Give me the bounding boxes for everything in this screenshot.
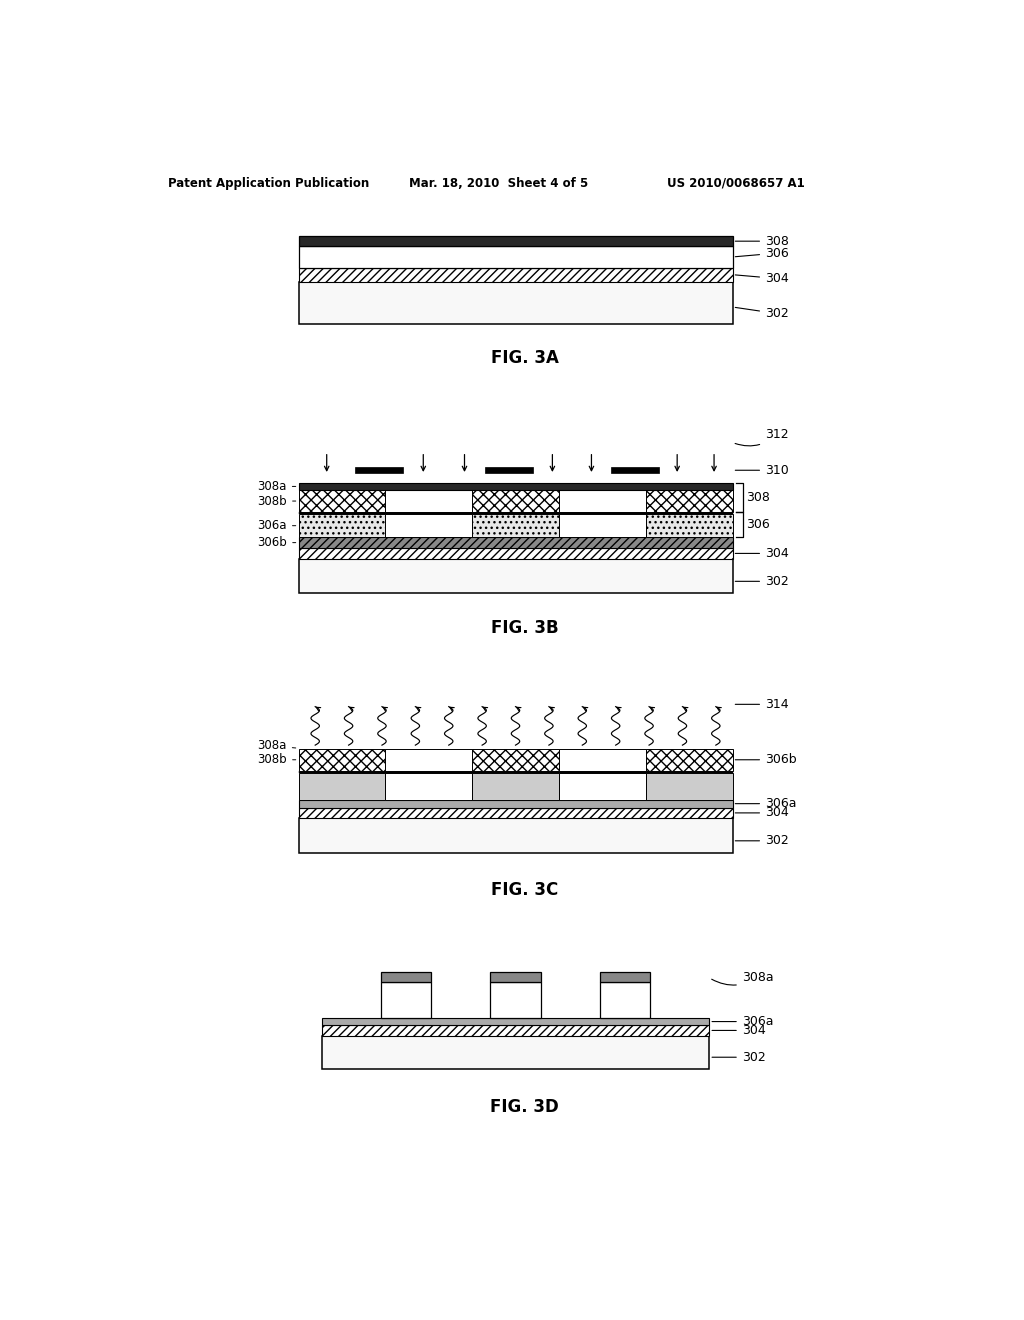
Bar: [299, 800, 732, 808]
Text: 304: 304: [735, 807, 788, 820]
Bar: [646, 490, 732, 512]
Text: 312: 312: [735, 428, 788, 446]
Bar: [472, 490, 559, 512]
Bar: [299, 512, 732, 515]
Text: 302: 302: [735, 834, 788, 847]
Bar: [299, 537, 732, 548]
Text: US 2010/0068657 A1: US 2010/0068657 A1: [667, 177, 805, 190]
Bar: [355, 467, 402, 474]
Text: 306a: 306a: [257, 519, 296, 532]
Text: 306a: 306a: [735, 797, 797, 810]
Text: 304: 304: [735, 546, 788, 560]
Bar: [299, 490, 385, 512]
Text: FIG. 3B: FIG. 3B: [490, 619, 559, 636]
Text: 306: 306: [735, 247, 788, 260]
Text: 308a: 308a: [257, 739, 296, 752]
Bar: [559, 513, 646, 537]
Text: Mar. 18, 2010  Sheet 4 of 5: Mar. 18, 2010 Sheet 4 of 5: [409, 177, 588, 190]
Text: 302: 302: [735, 308, 788, 319]
Bar: [322, 1024, 710, 1036]
Bar: [485, 467, 532, 474]
Bar: [385, 490, 472, 512]
Bar: [385, 774, 472, 800]
Text: 306: 306: [746, 517, 770, 531]
Bar: [299, 483, 732, 490]
Bar: [385, 513, 472, 537]
Bar: [490, 982, 541, 1019]
Text: 304: 304: [735, 272, 788, 285]
Bar: [559, 774, 646, 800]
Text: 308b: 308b: [257, 754, 296, 767]
Bar: [322, 1036, 710, 1069]
Text: 308b: 308b: [257, 495, 296, 508]
Bar: [299, 236, 732, 246]
Bar: [381, 973, 431, 982]
Text: 304: 304: [712, 1024, 766, 1038]
Bar: [600, 973, 650, 982]
Text: 310: 310: [735, 463, 788, 477]
Bar: [299, 281, 732, 323]
Bar: [472, 774, 559, 800]
Bar: [472, 513, 559, 537]
Bar: [299, 513, 385, 537]
Text: 306b: 306b: [735, 754, 797, 767]
Bar: [322, 1019, 710, 1024]
Bar: [559, 490, 646, 512]
Bar: [299, 818, 732, 853]
Text: 306a: 306a: [712, 1015, 773, 1028]
Bar: [299, 748, 385, 771]
Text: 314: 314: [735, 698, 788, 711]
Bar: [559, 748, 646, 771]
Bar: [299, 808, 732, 818]
Bar: [611, 467, 658, 474]
Bar: [600, 982, 650, 1019]
Text: 306b: 306b: [257, 536, 296, 549]
Text: 308: 308: [735, 235, 788, 248]
Bar: [299, 771, 732, 774]
Text: 308a: 308a: [257, 480, 296, 492]
Text: 308: 308: [746, 491, 770, 504]
Bar: [299, 246, 732, 268]
Bar: [472, 748, 559, 771]
Bar: [299, 774, 385, 800]
Text: FIG. 3C: FIG. 3C: [492, 880, 558, 899]
Bar: [646, 774, 732, 800]
Bar: [299, 558, 732, 594]
Bar: [299, 548, 732, 558]
Bar: [490, 973, 541, 982]
Text: Patent Application Publication: Patent Application Publication: [168, 177, 370, 190]
Bar: [646, 748, 732, 771]
Bar: [385, 748, 472, 771]
Text: 302: 302: [712, 1051, 766, 1064]
Bar: [646, 513, 732, 537]
Bar: [299, 268, 732, 281]
Text: 308a: 308a: [712, 972, 773, 985]
Text: FIG. 3A: FIG. 3A: [490, 350, 559, 367]
Text: 302: 302: [735, 574, 788, 587]
Text: FIG. 3D: FIG. 3D: [490, 1098, 559, 1115]
Bar: [381, 982, 431, 1019]
